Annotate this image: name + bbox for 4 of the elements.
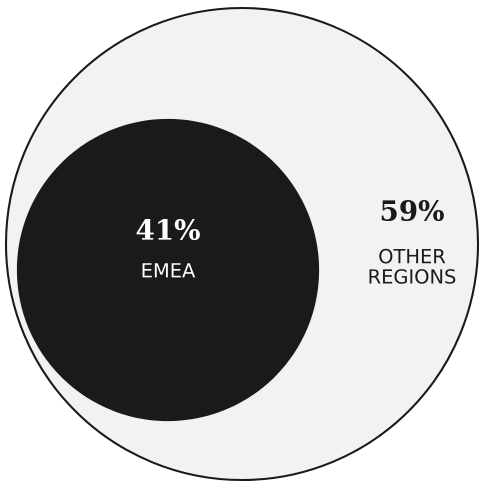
data-label: 41% xyxy=(136,219,200,240)
category-label: EMEA xyxy=(142,263,196,278)
data-label: 59% xyxy=(382,200,444,222)
category-label: OTHER REGIONS xyxy=(370,248,456,284)
